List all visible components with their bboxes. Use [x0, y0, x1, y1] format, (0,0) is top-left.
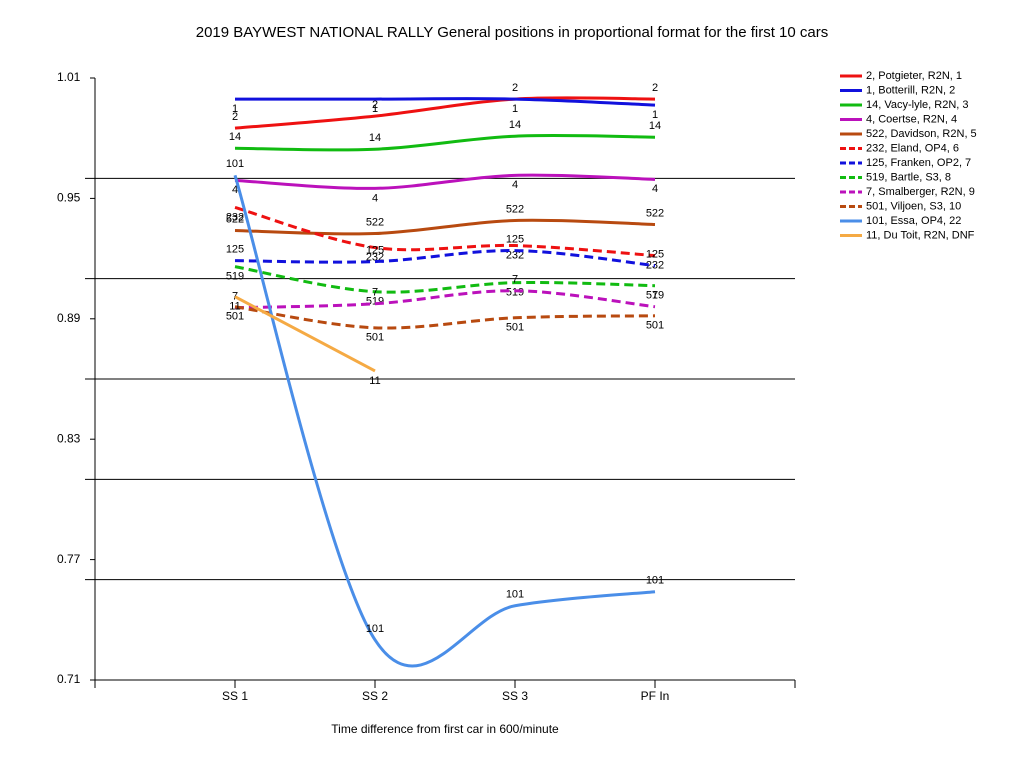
- data-label: 7: [232, 291, 238, 303]
- legend-label: 1, Botterill, R2N, 2: [866, 84, 955, 96]
- data-label: 232: [226, 211, 244, 223]
- series-line: [234, 133, 656, 152]
- y-tick-label: 1.01: [57, 70, 81, 84]
- legend-label: 11, Du Toit, R2N, DNF: [866, 229, 975, 241]
- y-tick-label: 0.89: [57, 311, 81, 325]
- legend-label: 501, Viljoen, S3, 10: [866, 200, 961, 212]
- legend-label: 522, Davidson, R2N, 5: [866, 128, 977, 140]
- data-label: 232: [506, 249, 524, 261]
- data-label: 1: [652, 109, 658, 121]
- data-label: 522: [366, 216, 384, 228]
- data-label: 14: [509, 119, 521, 131]
- series-line: [234, 295, 376, 373]
- series-line: [234, 218, 656, 236]
- series-line: [234, 305, 656, 330]
- data-label: 501: [226, 311, 244, 323]
- data-label: 14: [369, 132, 381, 144]
- legend-label: 14, Vacy-lyle, R2N, 3: [866, 99, 969, 111]
- y-tick-label: 0.71: [57, 672, 81, 686]
- data-label: 14: [649, 120, 661, 132]
- data-label: 11: [369, 375, 380, 387]
- data-label: 501: [506, 322, 524, 334]
- data-label: 101: [366, 623, 384, 635]
- legend-label: 2, Potgieter, R2N, 1: [866, 70, 962, 82]
- chart-title: 2019 BAYWEST NATIONAL RALLY General posi…: [196, 24, 829, 41]
- data-label: 1: [372, 103, 378, 115]
- data-label: 522: [506, 203, 524, 215]
- legend-label: 101, Essa, OP4, 22: [866, 215, 961, 227]
- series-line: [234, 205, 656, 258]
- legend-label: 232, Eland, OP4, 6: [866, 142, 959, 154]
- data-label: 501: [366, 332, 384, 344]
- data-label: 519: [506, 287, 524, 299]
- data-label: 2: [652, 82, 658, 94]
- data-label: 522: [646, 207, 664, 219]
- data-label: 101: [506, 589, 524, 601]
- data-label: 7: [652, 290, 658, 302]
- data-label: 4: [232, 184, 238, 196]
- series-line: [234, 96, 656, 130]
- data-label: 7: [512, 274, 518, 286]
- data-label: 125: [226, 244, 244, 256]
- data-label: 4: [372, 192, 378, 204]
- data-label: 1: [232, 103, 238, 115]
- legend-label: 4, Coertse, R2N, 4: [866, 113, 957, 125]
- data-label: 125: [366, 245, 384, 257]
- data-label: 125: [506, 233, 524, 245]
- y-tick-label: 0.83: [57, 431, 81, 445]
- data-label: 4: [512, 179, 518, 191]
- data-label: 101: [646, 575, 664, 587]
- legend-label: 519, Bartle, S3, 8: [866, 171, 951, 183]
- data-label: 4: [652, 183, 658, 195]
- series-line: [234, 265, 656, 294]
- x-tick-label: PF In: [641, 689, 670, 703]
- data-label: 501: [646, 320, 664, 332]
- legend-label: 125, Franken, OP2, 7: [866, 157, 971, 169]
- x-tick-label: SS 1: [222, 689, 248, 703]
- series-line: [234, 289, 656, 310]
- data-label: 1: [512, 103, 518, 115]
- data-label: 14: [229, 131, 241, 143]
- x-tick-label: SS 2: [362, 689, 388, 703]
- y-tick-label: 0.95: [57, 191, 81, 205]
- series-line: [233, 174, 656, 668]
- data-label: 2: [512, 82, 518, 94]
- data-label: 11: [229, 301, 240, 313]
- x-axis-label: Time difference from first car in 600/mi…: [331, 722, 559, 736]
- data-label: 519: [226, 271, 244, 283]
- data-label: 101: [226, 158, 244, 170]
- data-label: 125: [646, 249, 664, 261]
- data-label: 2: [372, 99, 378, 111]
- y-tick-label: 0.77: [57, 552, 81, 566]
- series-line: [235, 97, 656, 107]
- series-line: [234, 249, 656, 268]
- data-label: 7: [372, 287, 378, 299]
- data-label: 2: [232, 111, 238, 123]
- data-label: 522: [226, 213, 244, 225]
- series-line: [234, 173, 656, 190]
- legend-label: 7, Smalberger, R2N, 9: [866, 186, 975, 198]
- x-tick-label: SS 3: [502, 689, 528, 703]
- data-label: 519: [646, 290, 664, 302]
